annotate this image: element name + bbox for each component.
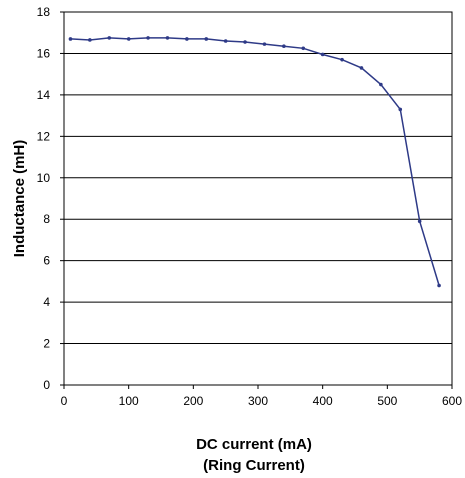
data-point-12 [301,46,306,51]
y-tick-label-0: 0 [43,378,50,392]
x-axis-title: DC current (mA) [196,436,312,453]
data-point-19 [437,283,441,288]
data-point-13 [320,52,325,57]
x-tick-label-6: 600 [442,394,462,408]
y-tick-label-9: 18 [37,5,51,19]
x-tick-label-4: 400 [313,394,333,408]
data-point-16 [379,82,383,87]
x-tick-label-3: 300 [248,394,268,408]
data-point-10 [262,42,267,46]
x-tick-label-5: 500 [377,394,397,408]
data-point-4 [146,36,150,40]
grid-lines [64,11,452,386]
data-point-1 [88,38,92,42]
x-tick-label-0: 0 [61,394,68,408]
y-tick-label-3: 6 [43,254,50,268]
y-tick-label-5: 10 [37,171,51,185]
data-point-7 [204,37,209,41]
data-point-2 [107,36,112,40]
y-axis-title: Inductance (mH) [11,140,28,258]
y-axis-ticks: 0 2 4 6 8 10 12 14 16 18 [37,5,64,392]
data-point-18 [417,219,422,224]
y-tick-label-1: 2 [43,337,50,351]
data-point-11 [282,44,286,48]
data-point-8 [223,39,228,43]
x-tick-label-2: 200 [183,394,203,408]
data-point-9 [243,40,247,44]
y-tick-label-8: 16 [37,46,51,60]
y-tick-label-6: 12 [37,129,51,143]
data-point-5 [165,36,170,40]
data-point-6 [185,37,189,41]
y-tick-label-2: 4 [43,295,50,309]
data-point-14 [340,57,344,62]
data-point-0 [68,37,73,41]
series-layer [68,36,441,288]
y-tick-label-7: 14 [37,88,51,102]
data-point-17 [398,107,403,112]
x-axis-ticks: 0 100 200 300 400 500 600 [61,385,462,408]
x-tick-label-1: 100 [119,394,139,408]
plot-area-border [63,11,453,386]
data-point-15 [359,66,364,70]
series-line-0 [70,37,440,286]
x-axis-subtitle: (Ring Current) [203,457,305,474]
data-point-3 [126,37,131,41]
y-tick-label-4: 8 [43,212,50,226]
